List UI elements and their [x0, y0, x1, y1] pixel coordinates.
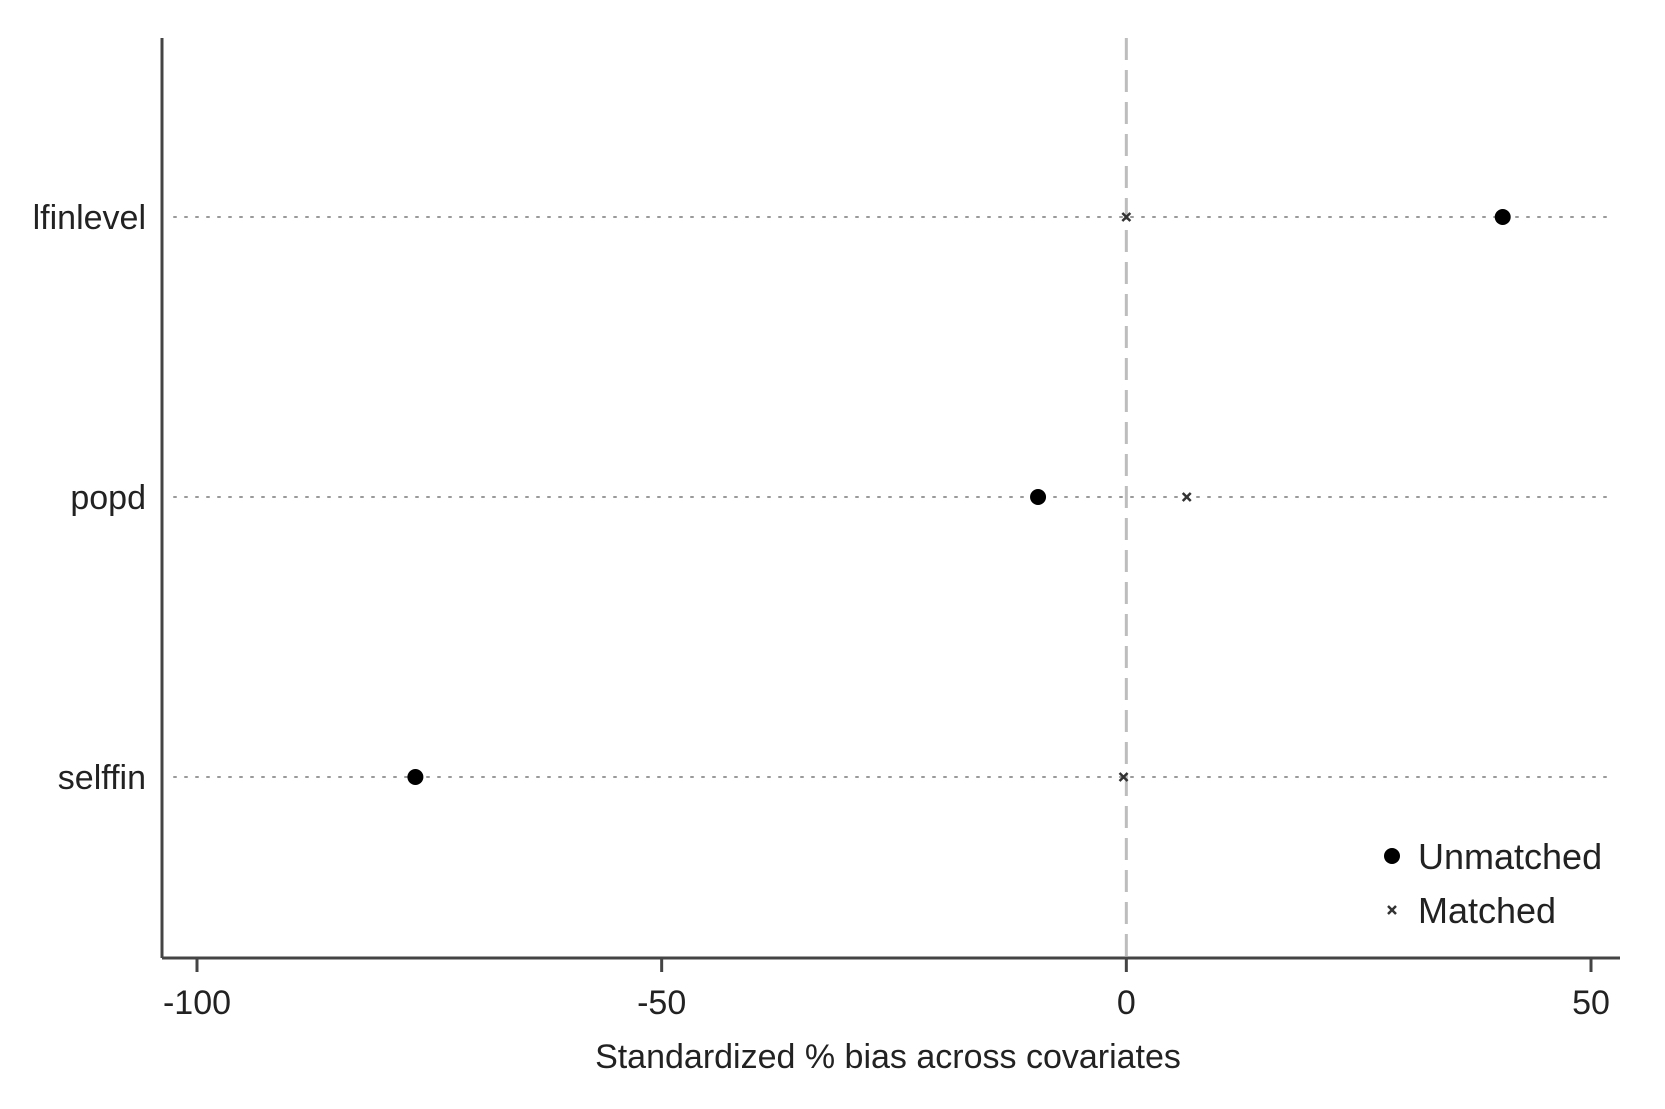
x-tick-label: -50 [637, 984, 686, 1022]
legend-label-matched: Matched [1418, 890, 1556, 931]
x-axis-title: Standardized % bias across covariates [595, 1038, 1181, 1076]
category-label-popd: popd [70, 479, 146, 517]
marker-stroke [1181, 492, 1192, 502]
point-unmatched-popd [1030, 489, 1047, 505]
category-labels: lfinlevel popd selffin [33, 199, 146, 797]
point-unmatched-selffin [407, 769, 424, 785]
point-matched-lfinlevel [1121, 212, 1132, 222]
x-ticks: -100 -50 0 50 [163, 958, 1610, 1022]
category-label-lfinlevel: lfinlevel [33, 199, 146, 237]
category-label-selffin: selffin [58, 759, 146, 797]
marker-stroke [1121, 212, 1132, 222]
legend: Unmatched Matched [1384, 836, 1602, 931]
axes [160, 38, 1620, 960]
marker-stroke [1118, 772, 1129, 782]
data-points [407, 209, 1511, 785]
point-unmatched-lfinlevel [1494, 209, 1511, 225]
marker-stroke [1387, 905, 1397, 915]
x-tick-label: 0 [1117, 984, 1136, 1022]
grid-lines [173, 216, 1615, 778]
legend-label-unmatched: Unmatched [1418, 836, 1602, 877]
point-matched-popd [1181, 492, 1192, 502]
x-tick-label: 50 [1572, 984, 1610, 1022]
legend-marker-unmatched [1384, 848, 1400, 864]
x-tick-label: -100 [163, 984, 231, 1022]
legend-marker-matched [1387, 905, 1397, 915]
point-matched-selffin [1118, 772, 1129, 782]
